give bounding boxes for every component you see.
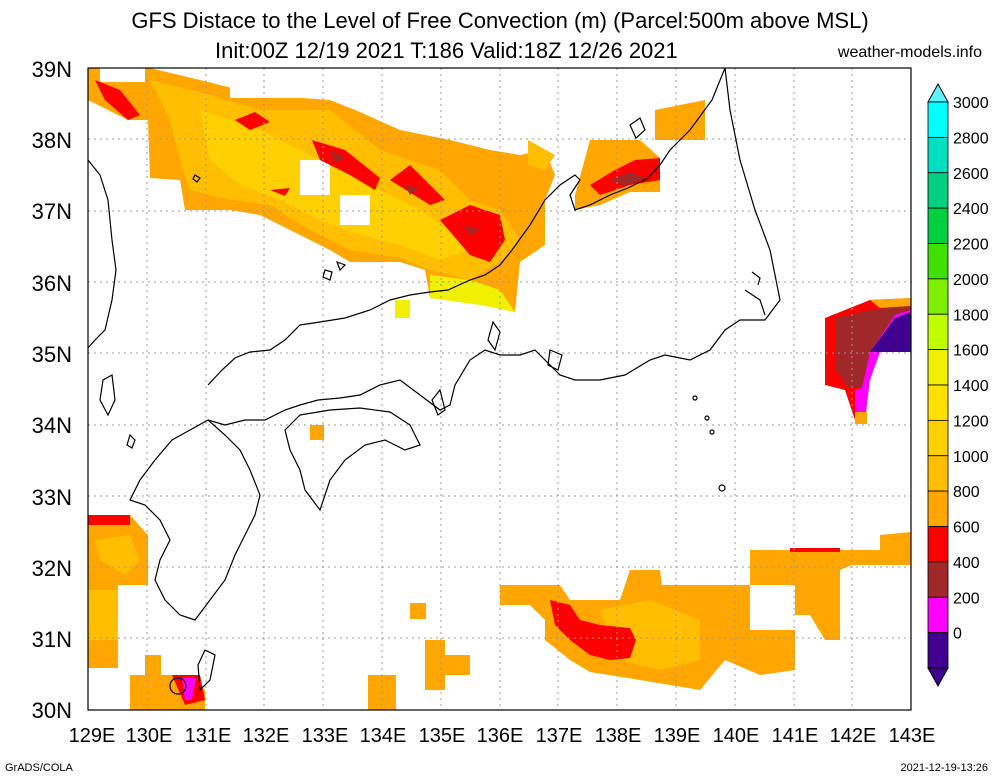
lfc-field-south — [130, 532, 911, 710]
lfc-field-north — [88, 68, 705, 318]
legend-swatch — [927, 349, 949, 386]
lat-axis-labels: 39N 38N 37N 36N 35N 34N 33N 32N 31N 30N — [32, 57, 72, 723]
legend-label: 2200 — [953, 237, 989, 254]
lon-label: 141E — [772, 725, 819, 747]
color-legend: 3000280026002400220020001800160014001200… — [927, 82, 989, 688]
footer-timestamp: 2021-12-19-13:26 — [900, 762, 988, 774]
lon-label: 135E — [419, 725, 466, 747]
legend-swatch — [927, 561, 949, 598]
lat-label: 31N — [32, 627, 72, 652]
legend-label: 1600 — [953, 343, 989, 360]
legend-swatch — [927, 101, 949, 138]
legend-swatch — [927, 136, 949, 174]
lon-label: 143E — [889, 725, 936, 747]
legend-label: 2600 — [953, 166, 989, 183]
legend-label: 3000 — [953, 95, 989, 112]
legend-label: 1800 — [953, 307, 989, 324]
map-panel — [87, 67, 912, 711]
legend-top-arrow — [927, 82, 949, 103]
lat-label: 32N — [32, 556, 72, 581]
legend-label: 1400 — [953, 378, 989, 395]
lon-label: 140E — [713, 725, 760, 747]
lon-label: 134E — [360, 725, 407, 747]
legend-label: 800 — [953, 484, 980, 501]
legend-label: 400 — [953, 555, 980, 572]
lat-label: 30N — [32, 698, 72, 723]
lat-label: 38N — [32, 128, 72, 153]
legend-label: 2400 — [953, 201, 989, 218]
lfc-field-west — [88, 425, 324, 668]
footer-credit: GrADS/COLA — [5, 762, 73, 774]
legend-label: 600 — [953, 520, 980, 537]
lon-label: 132E — [243, 725, 290, 747]
lon-label: 131E — [185, 725, 232, 747]
legend-color-bar — [927, 101, 949, 669]
legend-label: 1200 — [953, 413, 989, 430]
legend-swatch — [927, 526, 949, 563]
lon-label: 142E — [830, 725, 877, 747]
legend-swatch — [927, 419, 949, 457]
legend-swatch — [927, 207, 949, 244]
legend-swatch — [927, 278, 949, 315]
lat-label: 37N — [32, 199, 72, 224]
legend-swatch — [927, 490, 949, 527]
lon-label: 139E — [654, 725, 701, 747]
lat-label: 39N — [32, 57, 72, 82]
legend-label: 2000 — [953, 272, 989, 289]
lat-label: 33N — [32, 485, 72, 510]
map-title-line1: GFS Distace to the Level of Free Convect… — [131, 8, 869, 33]
legend-label: 200 — [953, 590, 980, 607]
lon-label: 137E — [536, 725, 583, 747]
lon-label: 136E — [477, 725, 524, 747]
legend-swatch — [927, 455, 949, 492]
source-site: weather-models.info — [837, 44, 982, 61]
lon-label: 138E — [595, 725, 642, 747]
legend-swatch — [927, 384, 949, 421]
graticule — [88, 68, 911, 710]
lon-label: 129E — [69, 725, 116, 747]
legend-swatch — [927, 313, 949, 351]
coastlines — [87, 67, 781, 695]
legend-swatch — [927, 632, 949, 669]
lon-label: 133E — [302, 725, 349, 747]
lat-label: 35N — [32, 342, 72, 367]
legend-label: 2800 — [953, 130, 989, 147]
legend-swatch — [927, 243, 949, 280]
legend-swatch — [927, 596, 949, 634]
map-figure: 39N 38N 37N 36N 35N 34N 33N 32N 31N 30N … — [32, 57, 989, 747]
legend-label: 1000 — [953, 449, 989, 466]
lfc-field-east — [825, 298, 911, 424]
legend-label: 0 — [953, 626, 962, 643]
lon-label: 130E — [126, 725, 173, 747]
legend-swatch — [927, 172, 949, 209]
lat-label: 36N — [32, 271, 72, 296]
lat-label: 34N — [32, 413, 72, 438]
lon-axis-labels: 129E 130E 131E 132E 133E 134E 135E 136E … — [69, 725, 936, 747]
legend-bottom-arrow — [927, 667, 949, 688]
map-title-line2: Init:00Z 12/19 2021 T:186 Valid:18Z 12/2… — [215, 38, 678, 63]
